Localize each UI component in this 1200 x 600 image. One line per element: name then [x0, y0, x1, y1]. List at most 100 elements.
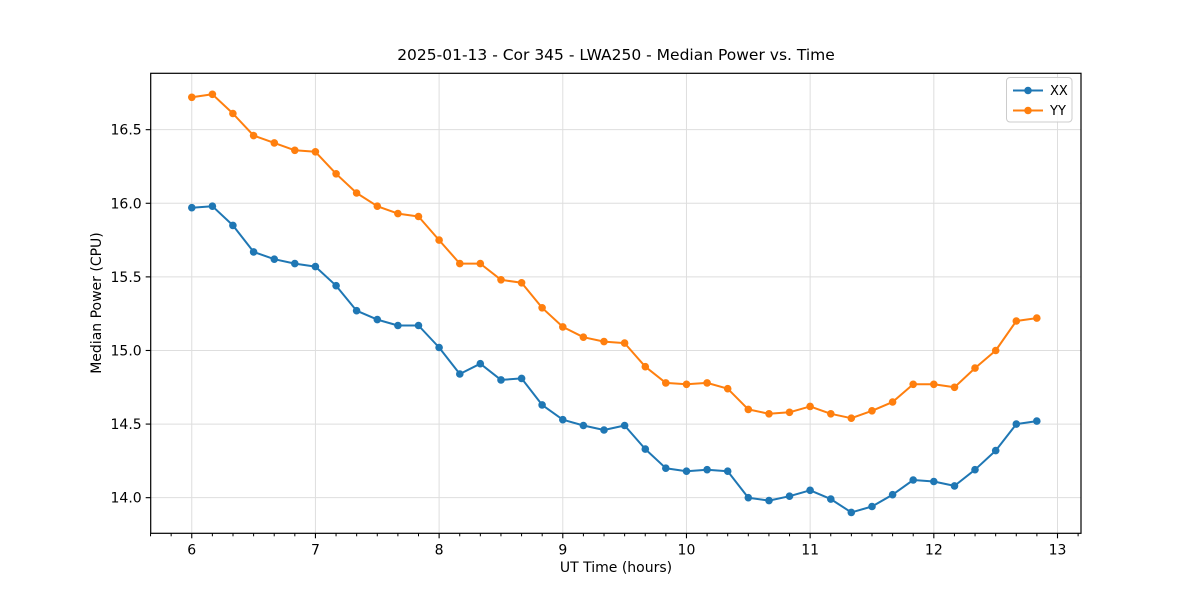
y-tick-label: 15.0 [111, 343, 142, 359]
series-yy-marker [456, 259, 464, 268]
series-yy-marker [971, 364, 979, 372]
series-yy-marker [827, 410, 835, 418]
series-yy-marker [806, 402, 814, 411]
series-yy-marker [497, 276, 505, 284]
legend-item-xx: XX [1013, 84, 1068, 99]
x-tick-label: 11 [801, 542, 819, 558]
series-yy-marker [662, 379, 670, 387]
series-yy-marker [1012, 317, 1021, 325]
series-xx-marker [703, 465, 711, 474]
series-xx-marker [373, 315, 382, 324]
series-yy-marker [476, 259, 485, 268]
series-xx-marker [723, 467, 732, 476]
series-xx-marker [352, 306, 361, 315]
series-xx-marker [868, 502, 876, 511]
y-axis-label: Median Power (CPU) [89, 232, 105, 374]
series-xx-marker [497, 376, 505, 384]
series-xx-marker [435, 343, 443, 352]
series-xx [188, 202, 1041, 517]
gridlines [150, 73, 1081, 534]
series-xx-marker [188, 203, 196, 212]
series-xx-marker [950, 482, 959, 490]
series-xx-marker [579, 421, 588, 430]
series-yy-marker [600, 337, 608, 346]
y-tick-label: 16.0 [111, 196, 142, 212]
series-yy-marker [641, 362, 650, 371]
series-xx-marker [930, 477, 938, 486]
series-yy-marker [517, 279, 526, 287]
x-tick-label: 8 [435, 542, 444, 558]
y-tick-label: 16.5 [111, 123, 142, 139]
series-yy-line [190, 93, 1038, 420]
series-yy-marker [249, 131, 258, 140]
series-yy-marker [352, 189, 361, 197]
series-xx-marker [270, 255, 279, 263]
series-xx-marker [311, 262, 320, 271]
series-xx-marker [991, 446, 1000, 455]
series-yy-marker [950, 383, 959, 392]
series-yy-marker [538, 304, 546, 312]
series-yy-marker [332, 170, 340, 178]
series-xx-marker [662, 464, 670, 473]
series-yy-marker [311, 148, 320, 156]
legend-label: XX [1050, 84, 1068, 99]
legend-item-yy: YY [1013, 104, 1066, 119]
series-yy-marker [888, 398, 897, 406]
series-yy-marker [579, 333, 588, 342]
series-yy-marker [703, 379, 711, 387]
series-xx-marker [414, 321, 423, 330]
series-xx-marker [888, 490, 897, 499]
series-xx-marker [229, 221, 237, 230]
series-xx-marker [394, 321, 402, 330]
series-xx-marker [620, 421, 629, 430]
series-yy-marker [765, 410, 773, 418]
series-xx-marker [1012, 420, 1021, 428]
series-xx-marker [1033, 417, 1041, 425]
series-xx-marker [456, 370, 464, 378]
series-xx-marker [249, 248, 258, 256]
series-yy-marker [394, 209, 402, 218]
series-yy-marker [229, 109, 237, 118]
series-xx-marker [538, 401, 546, 409]
series-xx-marker [476, 359, 485, 368]
x-tick-label: 13 [1049, 542, 1067, 558]
series-yy-marker [991, 346, 1000, 355]
series-xx-marker [744, 493, 753, 502]
series-xx-marker [827, 495, 835, 503]
y-tick-label: 14.5 [111, 417, 142, 433]
series-yy-marker [682, 380, 691, 389]
legend-marker-sample [1024, 106, 1032, 115]
series-yy-marker [291, 146, 299, 155]
series-xx-marker [806, 486, 814, 495]
series-yy-marker [744, 405, 753, 414]
series-xx-marker [971, 465, 979, 474]
series-yy-marker [270, 139, 279, 147]
series-xx-marker [909, 476, 917, 484]
series-xx-marker [765, 496, 773, 505]
legend-marker-sample [1024, 86, 1032, 95]
y-tick-label: 14.0 [111, 491, 142, 507]
series-yy-marker [373, 202, 382, 210]
x-tick-label: 7 [311, 542, 320, 558]
x-tick-label: 6 [187, 542, 196, 558]
chart-title: 2025-01-13 - Cor 345 - LWA250 - Median P… [397, 46, 835, 64]
series-yy-marker [414, 212, 423, 221]
series-xx-marker [785, 492, 794, 501]
series-xx-marker [847, 508, 856, 517]
series-yy-marker [188, 93, 196, 102]
x-tick-label: 9 [558, 542, 567, 558]
series-xx-marker [600, 426, 608, 434]
series-yy-marker [208, 90, 217, 99]
series-yy-marker [559, 323, 567, 331]
x-axis-label: UT Time (hours) [559, 560, 673, 576]
x-tick-label: 10 [678, 542, 696, 558]
series-yy [188, 90, 1041, 423]
series-yy-marker [930, 380, 938, 389]
series-xx-marker [682, 467, 691, 476]
axis-ticks: 6 7 8 9 10 11 12 13 14.0 14.5 15.0 15.5 16.0 16.5 [111, 123, 1079, 558]
series-xx-line [190, 205, 1038, 514]
legend-label: YY [1049, 104, 1066, 119]
axes-border [150, 72, 1082, 534]
